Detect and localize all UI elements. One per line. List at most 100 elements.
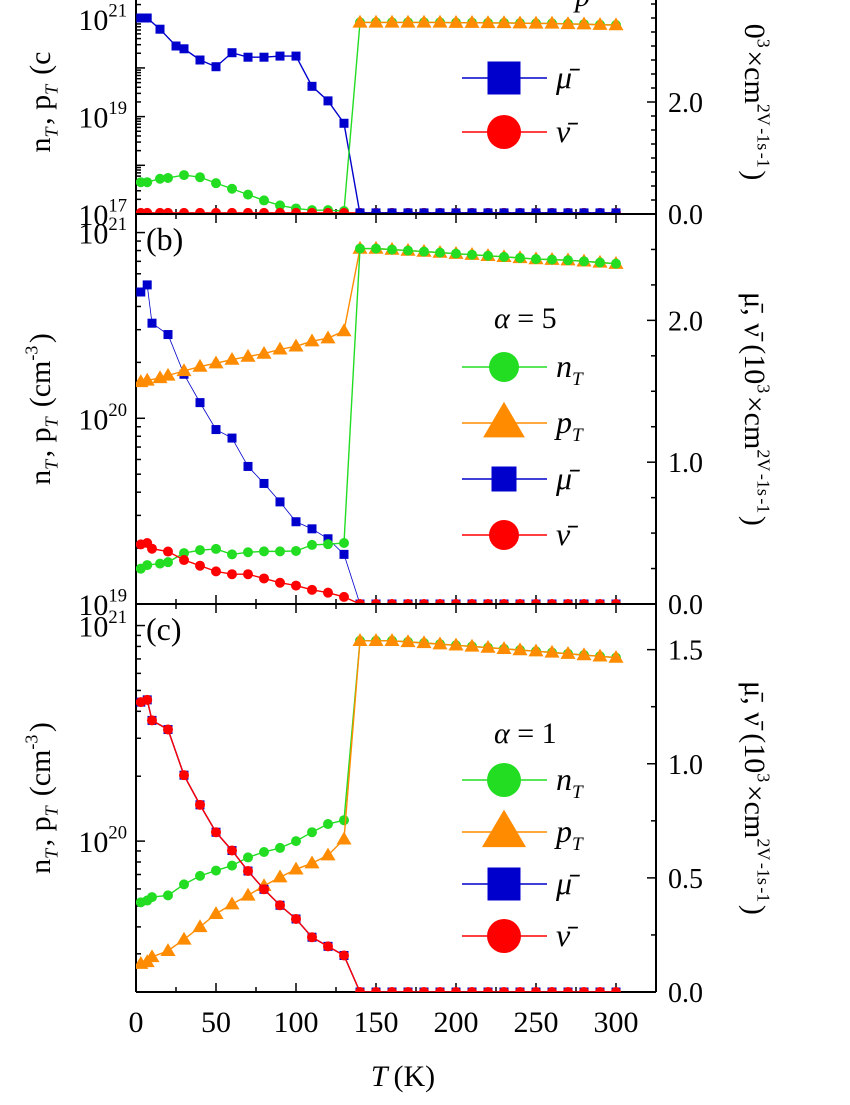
x-tick-label: 50 [201,1006,231,1039]
series-layer [136,13,624,214]
x-tick-label: 300 [594,1006,639,1039]
data-point-n_T [142,560,153,571]
data-point-p_T [256,345,272,359]
y-right-tick-label: 0.5 [668,864,703,895]
data-point-nu [147,715,157,726]
legend-marker-mu [491,466,517,492]
data-point-mu [142,13,152,23]
y-left-tick-label: 1020 [78,400,127,437]
data-point-nu [275,577,285,588]
data-point-mu [563,208,573,214]
y-right-tick-label: 0.0 [668,978,703,1009]
legend-label-n_T: nT [556,348,585,390]
data-point-p_T [496,15,512,29]
data-point-mu [531,208,541,214]
data-point-n_T [483,250,493,261]
data-point-n_T [163,557,173,568]
data-point-nu [259,573,269,584]
series-line-n_T [140,247,617,570]
data-point-nu [291,207,301,214]
data-point-mu [467,208,477,214]
y-left-tick-label: 1019 [78,586,127,623]
data-point-p_T [544,15,560,29]
data-point-n_T [155,173,165,184]
legend-alpha-label: α = 5 [494,302,557,335]
data-point-n_T [291,836,301,847]
data-point-n_T [595,257,605,268]
data-point-nu [403,987,413,992]
data-point-mu [611,208,621,214]
data-point-n_T [275,546,285,557]
data-point-p_T [139,372,155,386]
data-point-nu [291,580,301,591]
data-point-p_T [144,949,160,963]
y-left-axis-title: nT , pT (c [24,52,62,153]
data-point-mu [515,208,525,214]
panel-3: 1020 1021 0.0 0.5 1.0 1.5 (c) nT , pT (cm-3 ) μ̄… [21,603,774,1009]
data-point-p_T [480,639,496,653]
data-point-p_T [496,641,512,655]
data-point-nu [339,207,349,214]
data-point-p_T [240,348,256,362]
data-point-n_T [211,178,221,189]
data-point-nu [147,543,157,554]
data-point-nu [419,987,429,992]
data-point-p_T [576,16,592,30]
x-axis-layer: T (K) 0 50 100 150 200 250 300 [129,1006,639,1093]
legend-label-p_T: pT [554,404,585,446]
y-left-tick-label: 1017 [78,196,127,233]
data-point-nu [467,987,477,992]
data-point-nu [211,207,221,214]
data-point-n_T [227,549,237,560]
y-right-tick-label: 2.0 [668,88,703,119]
data-point-mu [171,41,181,51]
data-point-p_T [368,14,384,28]
legend-label-mu: μ̄ [555,59,580,95]
data-point-nu [142,694,153,705]
data-point-nu [243,569,253,580]
data-point-n_T [211,543,221,554]
data-point-n_T [259,195,269,206]
data-point-mu [179,44,189,54]
data-point-nu [355,987,365,992]
data-point-nu [307,932,317,943]
data-point-nu [579,599,589,604]
x-tick-label: 0 [129,1006,144,1039]
data-point-p_T [208,355,224,369]
data-point-mu [275,51,285,61]
data-point-p_T [464,14,480,28]
data-point-nu [435,987,445,992]
data-point-mu [259,478,269,488]
data-point-n_T [275,200,285,211]
data-point-nu [275,207,285,214]
legend-label-nu: ν̄ [556,113,578,149]
y-right-axis-title: μ̄, ν̄ (103 ×cm2V -1s -1 ) [738,292,774,526]
data-point-mu [339,118,349,128]
legend-label-nu: ν̄ [556,516,578,552]
y-right-axis-title: μ̄, ν̄ (103 ×cm2V -1s -1 ) [738,681,774,915]
data-point-nu [259,207,269,214]
series-layer [136,633,624,992]
data-point-n_T [179,170,189,181]
data-point-nu [563,599,573,604]
legend: α = 5 nT pT μ̄ ν̄ [462,302,585,552]
panel-label: (b) [146,221,183,257]
data-point-mu [195,55,205,65]
data-point-mu [307,524,317,534]
data-point-p_T [400,14,416,28]
series-layer [136,240,624,604]
data-point-nu [307,584,317,595]
data-point-mu [323,96,333,106]
data-point-nu [195,560,205,571]
data-point-mu [243,52,253,62]
data-point-mu [419,208,429,214]
data-point-nu [339,591,349,602]
data-point-n_T [227,183,237,194]
data-point-n_T [142,177,153,188]
data-point-nu [355,599,365,604]
legend-label-mu: μ̄ [555,460,580,496]
data-point-n_T [227,860,237,871]
y-right-axis-title: 03 ×cm2V -1s -1 ) [738,24,774,181]
data-point-n_T [611,258,621,269]
